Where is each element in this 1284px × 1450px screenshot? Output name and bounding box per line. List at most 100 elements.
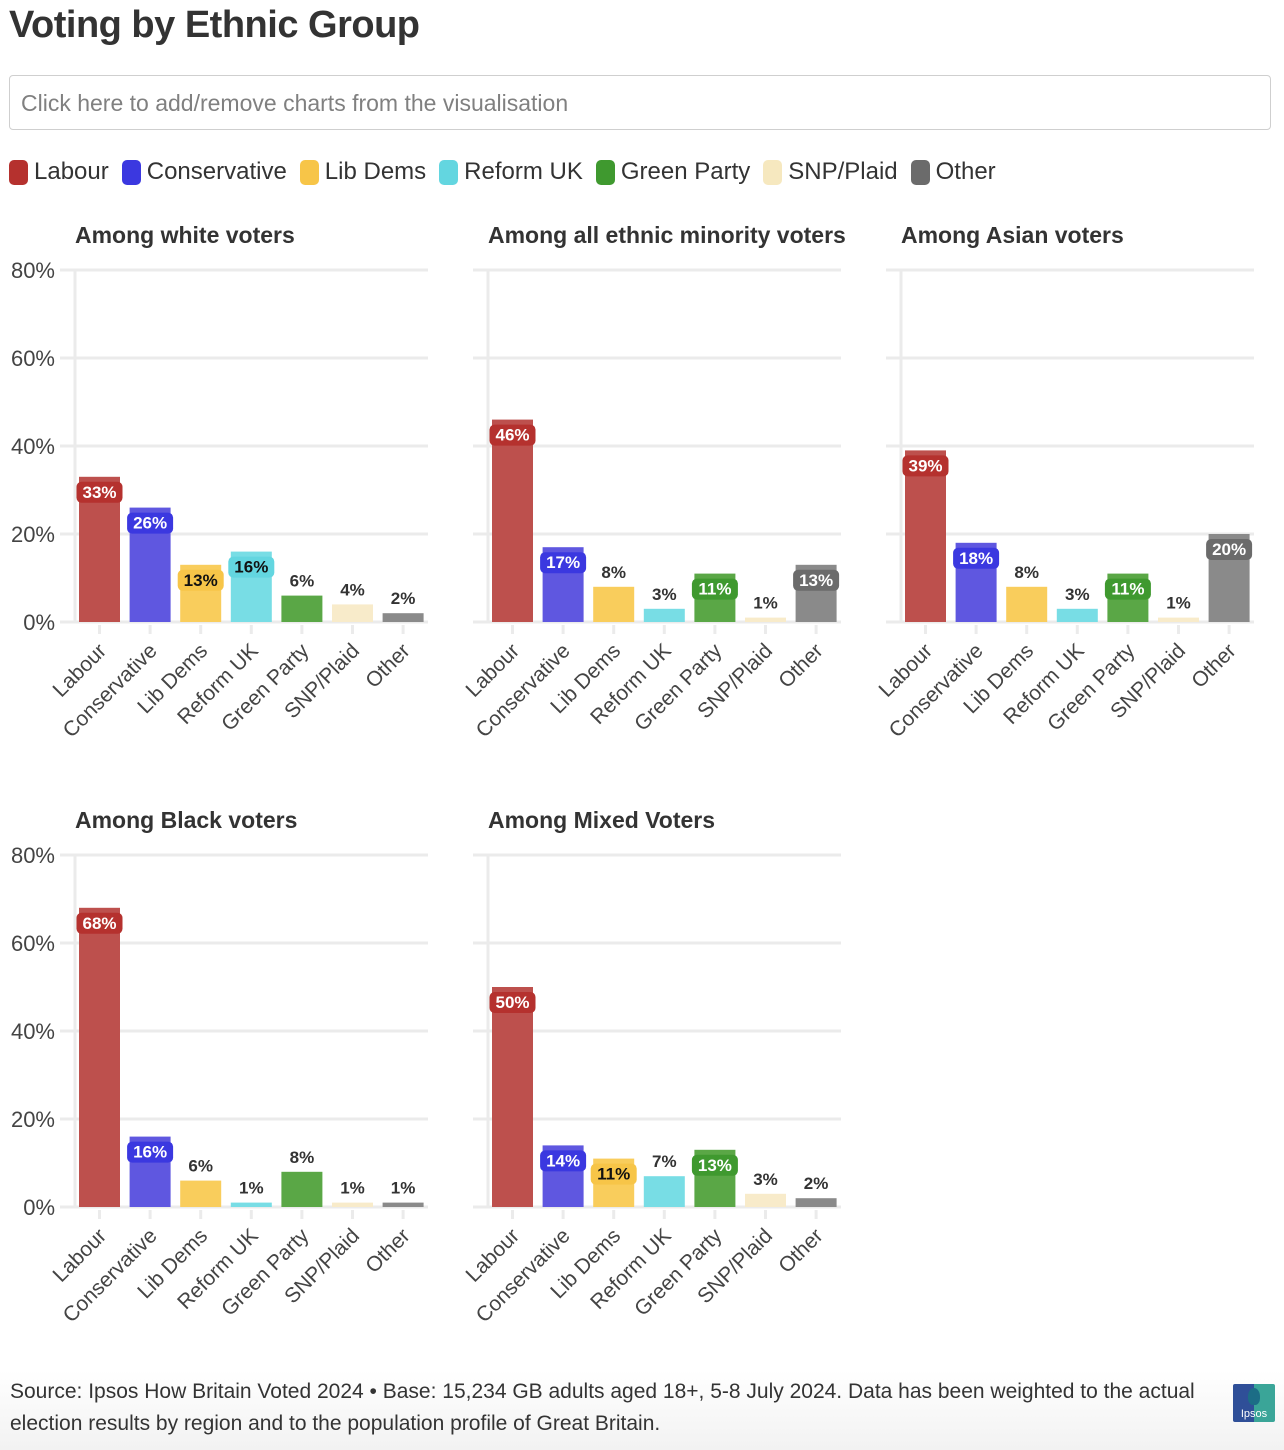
- bar-labour[interactable]: [905, 450, 946, 622]
- value-label-bg: [489, 424, 536, 446]
- legend-item-other[interactable]: Other: [910, 158, 996, 186]
- value-label-bg: [76, 912, 123, 934]
- legend-label: SNP/Plaid: [788, 158, 898, 185]
- value-label-text: 17%: [546, 553, 580, 572]
- value-label-bg: [228, 556, 275, 578]
- value-label-text: 26%: [133, 514, 167, 533]
- x-category-label: Other: [361, 1224, 414, 1277]
- bar-reform-uk[interactable]: [643, 608, 685, 622]
- bar-green-party[interactable]: [281, 1171, 323, 1207]
- value-label: 20%: [1206, 539, 1253, 560]
- bar-labour[interactable]: [492, 419, 533, 622]
- x-category-label: Other: [1187, 639, 1240, 692]
- legend-item-reform-uk[interactable]: Reform UK: [439, 158, 583, 186]
- value-label-text: 16%: [133, 1143, 167, 1162]
- legend-item-conservative[interactable]: Conservative: [121, 158, 287, 186]
- bar-other[interactable]: [382, 1202, 424, 1207]
- footer: Source: Ipsos How Britain Voted 2024 • B…: [0, 1370, 1284, 1450]
- value-label: 16%: [228, 556, 275, 578]
- value-label: 1%: [239, 1179, 264, 1198]
- y-tick-label: 40%: [11, 1019, 55, 1044]
- legend-swatch: [121, 159, 141, 185]
- bar-lib-dems[interactable]: [180, 1180, 222, 1207]
- value-label-text: 1%: [340, 1179, 365, 1198]
- bar-snp-plaid[interactable]: [1158, 617, 1199, 622]
- y-tick-label: 20%: [11, 522, 55, 547]
- chart-title: Among Black voters: [75, 807, 297, 833]
- legend-swatch: [439, 159, 459, 185]
- bar-lib-dems[interactable]: [593, 586, 635, 622]
- bar-snp-plaid[interactable]: [332, 604, 373, 622]
- value-label: 1%: [391, 1179, 416, 1198]
- value-label: 1%: [753, 594, 778, 613]
- value-label: 6%: [290, 572, 315, 591]
- bar-reform-uk[interactable]: [643, 1176, 685, 1207]
- bar-green-party[interactable]: [281, 595, 323, 622]
- legend-item-snp-plaid[interactable]: SNP/Plaid: [763, 158, 898, 186]
- logo-head-icon: [1248, 1388, 1260, 1405]
- bar-other[interactable]: [795, 1198, 837, 1207]
- bar-snp-plaid[interactable]: [745, 1193, 786, 1207]
- bar-reform-uk[interactable]: [1056, 608, 1098, 622]
- chart-white-voters: Among white voters0%20%40%60%80%33%Labou…: [11, 222, 428, 742]
- legend-label: Labour: [34, 158, 109, 185]
- value-label-text: 13%: [184, 571, 218, 590]
- value-label: 11%: [691, 578, 738, 600]
- y-tick-label: 80%: [11, 258, 55, 283]
- y-tick-label: 40%: [11, 434, 55, 459]
- chart-selector-input[interactable]: Click here to add/remove charts from the…: [9, 75, 1271, 130]
- y-tick-label: 60%: [11, 931, 55, 956]
- bar-lib-dems[interactable]: [1006, 586, 1048, 622]
- bar-snp-plaid[interactable]: [745, 617, 786, 622]
- value-label-bg: [1206, 539, 1253, 560]
- value-label: 13%: [793, 569, 840, 591]
- value-label-text: 6%: [290, 572, 315, 591]
- legend-item-green-party[interactable]: Green Party: [595, 158, 751, 186]
- bar-labour[interactable]: [79, 907, 120, 1207]
- value-label-text: 8%: [601, 563, 626, 582]
- value-label-bg: [1104, 578, 1151, 600]
- value-label-text: 3%: [652, 585, 677, 604]
- value-label-bg: [177, 569, 224, 591]
- value-label: 11%: [1104, 578, 1151, 600]
- value-label: 11%: [590, 1163, 637, 1185]
- chart-title: Among all ethnic minority voters: [488, 222, 846, 248]
- value-label-text: 2%: [804, 1174, 829, 1193]
- value-label-bg: [540, 552, 587, 574]
- logo-text: Ipsos: [1240, 1408, 1268, 1420]
- value-label: 50%: [489, 992, 536, 1013]
- value-label: 26%: [127, 512, 174, 534]
- value-label-bg: [76, 481, 123, 503]
- value-label-bg: [691, 1154, 738, 1176]
- legend-label: Green Party: [620, 158, 751, 185]
- legend-swatch: [9, 159, 28, 185]
- bar-reform-uk[interactable]: [230, 1202, 272, 1207]
- y-tick-label: 20%: [11, 1107, 55, 1132]
- chart-asian-voters: Among Asian voters39%Labour18%Conservati…: [875, 222, 1254, 742]
- value-label-text: 3%: [1065, 585, 1090, 604]
- y-tick-label: 0%: [23, 1195, 55, 1220]
- bar-snp-plaid[interactable]: [332, 1202, 373, 1207]
- value-label: 14%: [540, 1150, 587, 1172]
- chart-title: Among white voters: [75, 222, 295, 248]
- value-label-bg: [489, 992, 536, 1013]
- value-label: 68%: [76, 912, 123, 934]
- legend-label: Lib Dems: [324, 158, 427, 185]
- ipsos-logo: Ipsos: [1233, 1384, 1275, 1422]
- legend-swatch: [763, 159, 783, 185]
- value-label: 2%: [804, 1174, 829, 1193]
- bar-other[interactable]: [382, 613, 424, 622]
- y-tick-label: 80%: [11, 843, 55, 868]
- value-label-text: 1%: [391, 1179, 416, 1198]
- legend-item-lib-dems[interactable]: Lib Dems: [299, 158, 427, 186]
- value-label-text: 11%: [597, 1165, 630, 1184]
- value-label: 3%: [652, 585, 677, 604]
- bar-labour[interactable]: [492, 987, 533, 1207]
- chart-title: Among Asian voters: [901, 222, 1124, 248]
- value-label: 33%: [76, 481, 123, 503]
- value-label-bg: [540, 1150, 587, 1172]
- legend-item-labour[interactable]: Labour: [9, 158, 109, 186]
- value-label-text: 68%: [82, 914, 116, 933]
- value-label-text: 33%: [82, 483, 116, 502]
- value-label: 1%: [340, 1179, 365, 1198]
